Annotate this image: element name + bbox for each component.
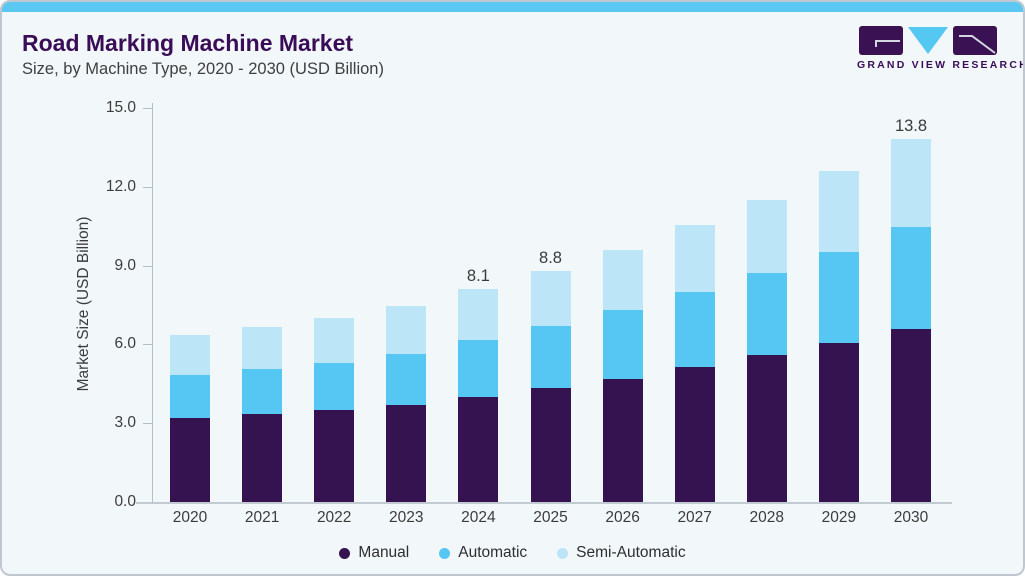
y-tick-label: 12.0 — [105, 177, 136, 195]
bar-total-label: 8.8 — [539, 248, 562, 267]
bar-2023-manual — [386, 404, 427, 502]
bar-2022-automatic — [314, 362, 355, 411]
legend-swatch-icon — [339, 547, 351, 559]
bar-2029-automatic — [818, 252, 859, 344]
y-tick-label: 9.0 — [114, 256, 136, 274]
bar-2025-manual — [530, 387, 571, 502]
bar-2026-automatic — [602, 310, 643, 379]
legend: Manual Automatic Semi-Automatic — [2, 544, 1023, 562]
x-tick-label: 2026 — [605, 509, 640, 526]
legend-label: Automatic — [458, 544, 528, 561]
y-tick-label: 15.0 — [105, 98, 136, 116]
y-axis-title: Market Size (USD Billion) — [75, 216, 92, 392]
chart-subtitle: Size, by Machine Type, 2020 - 2030 (USD … — [22, 60, 384, 78]
chart-title: Road Marking Machine Market — [22, 30, 354, 56]
x-tick-label: 2027 — [677, 509, 712, 526]
bar-2027-semi-automatic — [674, 224, 715, 292]
y-tick-label: 6.0 — [114, 335, 136, 353]
x-axis-line — [136, 502, 952, 504]
bar-2029-semi-automatic — [818, 170, 859, 253]
logo-wordmark: GRAND VIEW RESEARCH — [857, 59, 1025, 71]
legend-item-automatic: Automatic — [439, 544, 527, 562]
legend-swatch-icon — [439, 547, 451, 559]
y-tick-label: 3.0 — [114, 414, 136, 432]
bar-2024-automatic — [458, 340, 499, 397]
x-tick-label: 2029 — [821, 509, 857, 526]
legend-label: Manual — [358, 544, 410, 561]
legend-swatch-icon — [557, 547, 569, 559]
bar-2025-semi-automatic — [530, 270, 571, 326]
bar-2024-semi-automatic — [458, 289, 499, 341]
x-tick-label: 2028 — [749, 509, 785, 526]
grand-view-research-logo: GRAND VIEW RESEARCH — [857, 26, 1025, 71]
bar-2030-automatic — [891, 227, 931, 329]
y-tick-mark — [143, 265, 152, 267]
bar-2028-semi-automatic — [746, 199, 787, 274]
bar-2022-semi-automatic — [314, 318, 355, 363]
y-tick-label: 0.0 — [114, 493, 136, 510]
y-axis-line — [152, 103, 153, 502]
logo-r-icon — [953, 26, 997, 55]
bar-total-label: 13.8 — [894, 117, 928, 136]
logo-marks — [857, 26, 999, 55]
bar-2024-manual — [458, 396, 499, 502]
y-tick-mark — [143, 107, 152, 109]
bar-2030-semi-automatic — [891, 139, 931, 228]
logo-v-icon — [908, 27, 948, 54]
bar-2028-manual — [746, 354, 787, 502]
bar-2023-semi-automatic — [386, 306, 427, 354]
bar-2029-manual — [818, 343, 859, 502]
top-accent-bar — [2, 2, 1023, 12]
bar-2030-manual — [891, 328, 931, 502]
x-tick-label: 2030 — [893, 509, 929, 526]
legend-item-manual: Manual — [339, 544, 409, 562]
bar-2027-automatic — [674, 291, 715, 367]
bar-2027-manual — [674, 366, 715, 502]
x-tick-label: 2023 — [389, 509, 424, 526]
bar-2023-automatic — [386, 353, 427, 405]
x-tick-label: 2022 — [316, 509, 352, 526]
y-tick-mark — [143, 186, 152, 188]
legend-item-semi-automatic: Semi-Automatic — [557, 544, 686, 562]
x-tick-label: 2024 — [461, 509, 496, 526]
bar-2020-automatic — [170, 374, 210, 418]
bar-2021-semi-automatic — [242, 327, 283, 370]
x-tick-label: 2020 — [172, 509, 208, 526]
bar-2025-automatic — [530, 325, 571, 388]
bar-2021-automatic — [242, 369, 283, 414]
logo-g-icon — [859, 26, 903, 55]
bar-2022-manual — [314, 410, 355, 502]
bar-2020-semi-automatic — [170, 335, 210, 375]
x-tick-label: 2025 — [533, 509, 568, 526]
y-tick-mark — [143, 423, 152, 425]
y-tick-mark — [143, 344, 152, 346]
bar-total-label: 8.1 — [466, 267, 490, 286]
x-tick-label: 2021 — [244, 509, 280, 526]
legend-label: Semi-Automatic — [576, 544, 686, 561]
bar-2020-manual — [170, 417, 210, 502]
bar-2021-manual — [242, 413, 283, 502]
bar-2026-semi-automatic — [602, 249, 643, 311]
bar-2028-automatic — [746, 273, 787, 355]
bar-2026-manual — [602, 378, 643, 502]
